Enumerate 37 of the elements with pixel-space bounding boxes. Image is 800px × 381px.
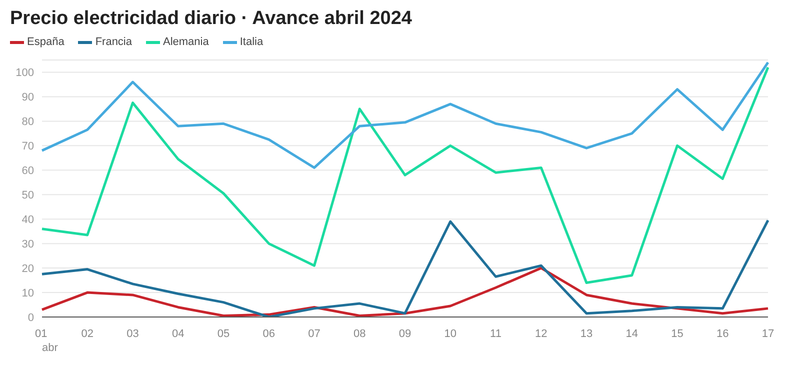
x-tick-label: 06 [262, 328, 275, 340]
x-tick-label: 13 [580, 328, 593, 340]
x-tick-label: 12 [535, 328, 548, 340]
legend-label: Italia [238, 36, 264, 48]
x-tick-label: 01 abr [35, 328, 58, 354]
y-tick-label: 60 [22, 165, 34, 178]
line-series [40, 266, 770, 317]
y-tick-label: 40 [22, 214, 34, 226]
x-tick-label: 15 [671, 328, 684, 340]
y-tick-label: 100 [16, 67, 34, 80]
x-tick-label: 17 [762, 328, 774, 340]
x-tick-label: 07 [308, 328, 320, 340]
x-tick-label: 04 [172, 328, 184, 340]
y-tick-label: 90 [22, 92, 34, 104]
x-tick-label: 10 [444, 328, 456, 340]
y-tick-label: 20 [22, 262, 34, 275]
x-tick-label: 09 [398, 328, 412, 340]
line-series [40, 219, 770, 317]
legend-label: España [26, 36, 64, 48]
x-tick-label: 14 [626, 328, 638, 340]
x-tick-label: 11 [490, 328, 502, 340]
y-tick-label: 30 [22, 238, 34, 250]
x-tick-label: 05 [217, 328, 230, 340]
line-series [40, 61, 770, 169]
line-series [40, 66, 770, 284]
y-tick-label: 50 [22, 190, 34, 202]
y-tick-label: 70 [22, 140, 34, 153]
legend-label: Francia [94, 36, 132, 48]
y-tick-label: 80 [22, 116, 34, 128]
legend-label: Alemania [162, 36, 209, 48]
x-tick-label: 08 [354, 328, 366, 340]
x-tick-label: 16 [716, 328, 729, 340]
x-tick-label: 02 [81, 328, 94, 340]
y-tick-label: 0 [28, 312, 34, 324]
chart-title: Precio electricidad diario · Avance abril 2024 [10, 8, 413, 30]
y-tick-label: 10 [22, 287, 34, 300]
x-tick-label: 03 [126, 328, 139, 340]
